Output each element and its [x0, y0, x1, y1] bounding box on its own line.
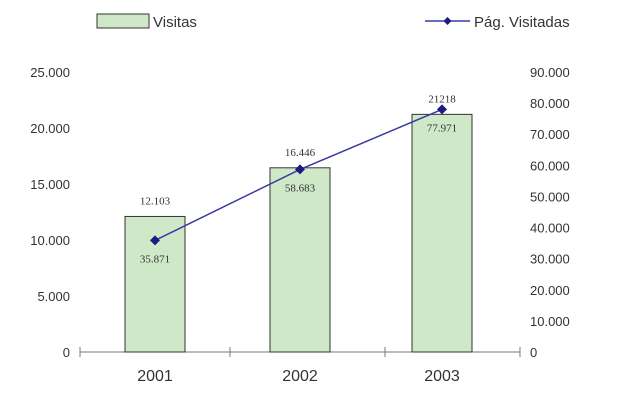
y-right-tick-label: 70.000 [530, 127, 570, 142]
line-value-label: 35.871 [140, 253, 170, 265]
line-value-label: 77.971 [427, 122, 457, 134]
y-right-tick-label: 10.000 [530, 314, 570, 329]
y-left-tick-label: 5.000 [37, 289, 70, 304]
y-right-tick-label: 60.000 [530, 158, 570, 173]
y-left-tick-label: 10.000 [30, 233, 70, 248]
legend-swatch-visitas [96, 13, 150, 29]
y-right-tick-label: 90.000 [530, 65, 570, 80]
legend-marker-pag-visitadas [443, 17, 452, 25]
y-right-tick-label: 0 [530, 345, 537, 360]
y-right-tick-label: 30.000 [530, 252, 570, 267]
bar-labels: 12.103 16.446 21218 [140, 93, 456, 207]
bar-value-label: 12.103 [140, 195, 171, 207]
y-right-tick-label: 40.000 [530, 221, 570, 236]
line-labels: 35.871 58.683 77.971 [140, 122, 457, 265]
line-point [437, 104, 447, 115]
line-point [295, 164, 305, 175]
y-axis-left-ticks: 25.000 20.000 15.000 10.000 5.000 0 [30, 65, 70, 360]
x-category-label: 2003 [424, 368, 460, 385]
bar-value-label: 21218 [428, 93, 456, 105]
y-right-tick-label: 20.000 [530, 283, 570, 298]
x-category-label: 2002 [282, 368, 318, 385]
legend-label-pag-visitadas: Pág. Visitadas [474, 14, 570, 31]
line-point [150, 235, 160, 246]
y-left-tick-label: 25.000 [30, 65, 70, 80]
y-left-tick-label: 0 [63, 345, 70, 360]
bar-value-label: 16.446 [285, 147, 316, 159]
legend-label-visitas: Visitas [153, 14, 197, 31]
x-axis-categories: 2001 2002 2003 [137, 368, 460, 385]
y-axis-right-ticks: 90.000 80.000 70.000 60.000 50.000 40.000 30.0… [530, 65, 570, 360]
bar [411, 113, 473, 353]
line-series-pag-visitadas [150, 104, 447, 246]
y-left-tick-label: 20.000 [30, 121, 70, 136]
legend: Visitas Pág. Visitadas [96, 13, 570, 31]
x-category-label: 2001 [137, 368, 173, 385]
y-right-tick-label: 50.000 [530, 189, 570, 204]
y-right-tick-label: 80.000 [530, 96, 570, 111]
bar-series-visitas [124, 113, 473, 353]
bar [269, 167, 331, 353]
line-value-label: 58.683 [285, 182, 316, 194]
y-left-tick-label: 15.000 [30, 177, 70, 192]
